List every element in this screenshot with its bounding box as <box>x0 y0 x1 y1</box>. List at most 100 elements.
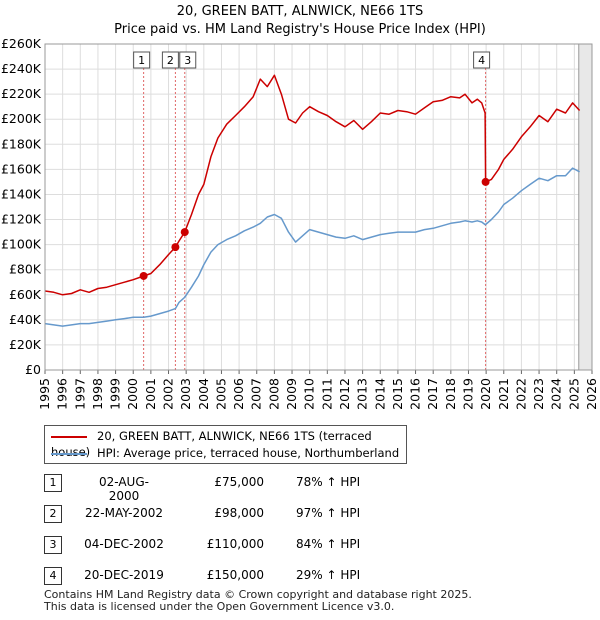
x-tick-label: 2006 <box>231 378 246 410</box>
legend-item-property: 20, GREEN BATT, ALNWICK, NE66 1TS (terra… <box>51 428 406 459</box>
sale-number-box <box>473 51 491 69</box>
x-tick-label: 2002 <box>161 378 176 410</box>
y-tick-label: £140K <box>1 186 42 201</box>
y-tick-label: £100K <box>1 237 42 252</box>
y-tick-label: £160K <box>1 161 42 176</box>
x-axis-ticks: 1995 1996 1997 1998 1999 2000 2001 2002 2003 2004… <box>37 370 599 410</box>
sale-date: 04-DEC-2002 <box>84 537 164 551</box>
plot-frame <box>44 43 593 371</box>
x-tick-label: 2015 <box>390 378 405 410</box>
y-axis-ticks: £0 £20K £40K £60K £80K £100K £120K £140K £160K £1… <box>1 36 42 377</box>
x-tick-label: 2000 <box>125 378 140 410</box>
y-tick-label: £80K <box>9 262 42 277</box>
sale-date: 22-MAY-2002 <box>84 506 163 520</box>
sale-point <box>139 271 148 280</box>
sale-hpi-change: 29% ↑ HPI <box>296 568 361 582</box>
footer-copyright: Contains HM Land Registry data © Crown c… <box>44 588 472 601</box>
grid <box>44 43 593 371</box>
x-tick-label: 2017 <box>425 378 440 410</box>
sale-row: 3 04-DEC-2002 £110,000 84% ↑ HPI <box>44 536 444 556</box>
y-tick-label: £220K <box>1 86 42 101</box>
sale-date: 20-DEC-2019 <box>84 568 164 582</box>
sale-number-text: 3 <box>184 54 191 67</box>
x-tick-label: 1996 <box>55 378 70 410</box>
sale-date: 02-AUG-2000 <box>99 475 149 503</box>
sale-point <box>171 243 180 252</box>
x-tick-label: 2001 <box>143 378 158 410</box>
y-tick-label: £180K <box>1 136 42 151</box>
y-tick-label: £200K <box>1 111 42 126</box>
sale-price: £150,000 <box>206 568 264 582</box>
chart-title: 20, GREEN BATT, ALNWICK, NE66 1TS <box>177 4 423 19</box>
x-tick-label: 2026 <box>584 378 599 410</box>
footer: Contains HM Land Registry data © Crown c… <box>44 589 472 613</box>
sale-row: 4 20-DEC-2019 £150,000 29% ↑ HPI <box>44 567 444 587</box>
x-tick-label: 2019 <box>460 378 475 410</box>
x-tick-label: 1998 <box>90 378 105 410</box>
sale-point <box>481 177 490 186</box>
x-tick-label: 2013 <box>355 378 370 410</box>
x-tick-label: 2020 <box>478 378 493 410</box>
x-tick-label: 2011 <box>319 378 334 410</box>
sale-price: £98,000 <box>214 506 264 520</box>
legend: 20, GREEN BATT, ALNWICK, NE66 1TS (terra… <box>44 425 407 464</box>
legend-label-hpi: HPI: Average price, terraced house, Nort… <box>97 446 400 460</box>
x-tick-label: 1999 <box>108 378 123 410</box>
x-tick-label: 2010 <box>302 378 317 410</box>
sale-point <box>180 228 189 237</box>
y-tick-label: £240K <box>1 61 42 76</box>
x-tick-label: 2018 <box>443 378 458 410</box>
sale-hpi-change: 84% ↑ HPI <box>296 537 361 551</box>
sale-number-box <box>179 51 197 69</box>
sale-points <box>139 177 490 280</box>
x-tick-label: 2009 <box>284 378 299 410</box>
x-tick-label: 2021 <box>496 378 511 410</box>
legend-swatch-property <box>51 435 87 438</box>
footer-licence: This data is licensed under the Open Gov… <box>44 600 395 613</box>
series-line-hpi <box>44 167 580 327</box>
sale-price: £75,000 <box>214 475 264 489</box>
y-tick-label: £20K <box>9 337 42 352</box>
forecast-shade <box>578 44 592 370</box>
y-tick-label: £120K <box>1 212 42 227</box>
price-chart: 20, GREEN BATT, ALNWICK, NE66 1TS Price … <box>1 4 599 410</box>
legend-label-property: 20, GREEN BATT, ALNWICK, NE66 1TS (terra… <box>51 429 372 459</box>
x-tick-label: 2008 <box>266 378 281 410</box>
legend-item-hpi: HPI: Average price, terraced house, Nort… <box>51 445 399 461</box>
sale-row: 2 22-MAY-2002 £98,000 97% ↑ HPI <box>44 505 444 525</box>
sale-number-badge: 3 <box>44 536 62 554</box>
sale-number-text: 1 <box>138 54 145 67</box>
forecast-region <box>578 44 592 370</box>
sale-number-badge: 1 <box>44 474 62 492</box>
sale-price: £110,000 <box>206 537 264 551</box>
x-tick-label: 2014 <box>372 378 387 410</box>
x-tick-label: 2025 <box>566 378 581 410</box>
y-tick-label: £60K <box>9 287 42 302</box>
sale-row: 1 02-AUG-2000 £75,000 78% ↑ HPI <box>44 474 444 503</box>
sale-number-text: 4 <box>478 54 485 67</box>
chart-subtitle: Price paid vs. HM Land Registry's House … <box>114 22 486 37</box>
sale-number-box <box>133 51 151 69</box>
x-tick-label: 1997 <box>72 378 87 410</box>
sale-hpi-change: 97% ↑ HPI <box>296 506 361 520</box>
series-line-property <box>44 74 581 296</box>
y-tick-label: £40K <box>9 312 42 327</box>
x-tick-label: 2007 <box>249 378 264 410</box>
x-tick-label: 2024 <box>549 378 564 410</box>
x-tick-label: 2016 <box>408 378 423 410</box>
sale-number-text: 2 <box>167 54 174 67</box>
x-tick-label: 2004 <box>196 378 211 410</box>
sale-number-box <box>161 51 179 69</box>
sale-markers-lines <box>143 56 487 370</box>
x-tick-label: 2005 <box>213 378 228 410</box>
legend-swatch-hpi <box>51 452 87 455</box>
sale-hpi-change: 78% ↑ HPI <box>296 475 361 489</box>
sale-number-badge: 4 <box>44 567 62 585</box>
x-tick-label: 2003 <box>178 378 193 410</box>
series-lines <box>44 74 581 327</box>
y-tick-label: £260K <box>1 36 42 51</box>
x-tick-label: 2022 <box>513 378 528 410</box>
sale-number-badge: 2 <box>44 505 62 523</box>
x-tick-label: 1995 <box>37 378 52 410</box>
